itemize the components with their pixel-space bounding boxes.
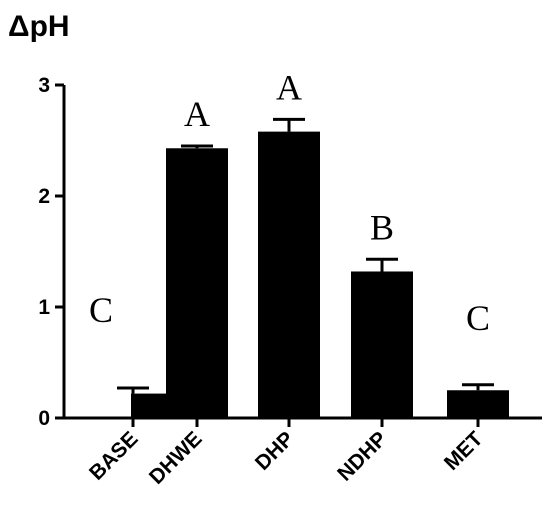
error-bar-ndhp — [366, 257, 398, 272]
y-ticks: 0 1 2 3 — [38, 74, 64, 430]
category-label-dhwe: DHWE — [145, 427, 207, 489]
error-bar-met — [462, 383, 494, 391]
category-label-dhp: DHP — [251, 427, 299, 475]
error-bar-dhp — [273, 117, 305, 132]
x-ticks — [131, 418, 480, 427]
y-tick-label: 1 — [38, 296, 50, 319]
significance-label-ndhp: B — [370, 207, 394, 247]
category-label-met: MET — [440, 427, 488, 475]
bar-ndhp — [351, 271, 413, 418]
error-bar-dhwe — [181, 144, 213, 149]
significance-labels: C A A B C — [89, 67, 490, 338]
category-label-ndhp: NDHP — [333, 427, 391, 485]
category-label-base: BASE — [85, 427, 143, 485]
error-bar-base — [117, 386, 149, 394]
y-axis-label: ΔpH — [8, 10, 70, 43]
category-labels: BASE DHWE DHP NDHP MET — [85, 427, 488, 489]
bars — [131, 131, 509, 418]
y-tick-label: 0 — [38, 407, 50, 430]
significance-label-met: C — [466, 298, 490, 338]
significance-label-dhp: A — [276, 67, 302, 107]
bar-base — [131, 393, 167, 418]
significance-label-dhwe: A — [184, 94, 210, 134]
y-tick-label: 3 — [38, 74, 50, 97]
y-tick-label: 2 — [38, 185, 50, 208]
bar-dhp — [258, 131, 320, 418]
bar-dhwe — [166, 148, 228, 418]
error-bars — [117, 117, 494, 394]
significance-label-base: C — [89, 290, 113, 330]
bar-met — [447, 390, 509, 418]
